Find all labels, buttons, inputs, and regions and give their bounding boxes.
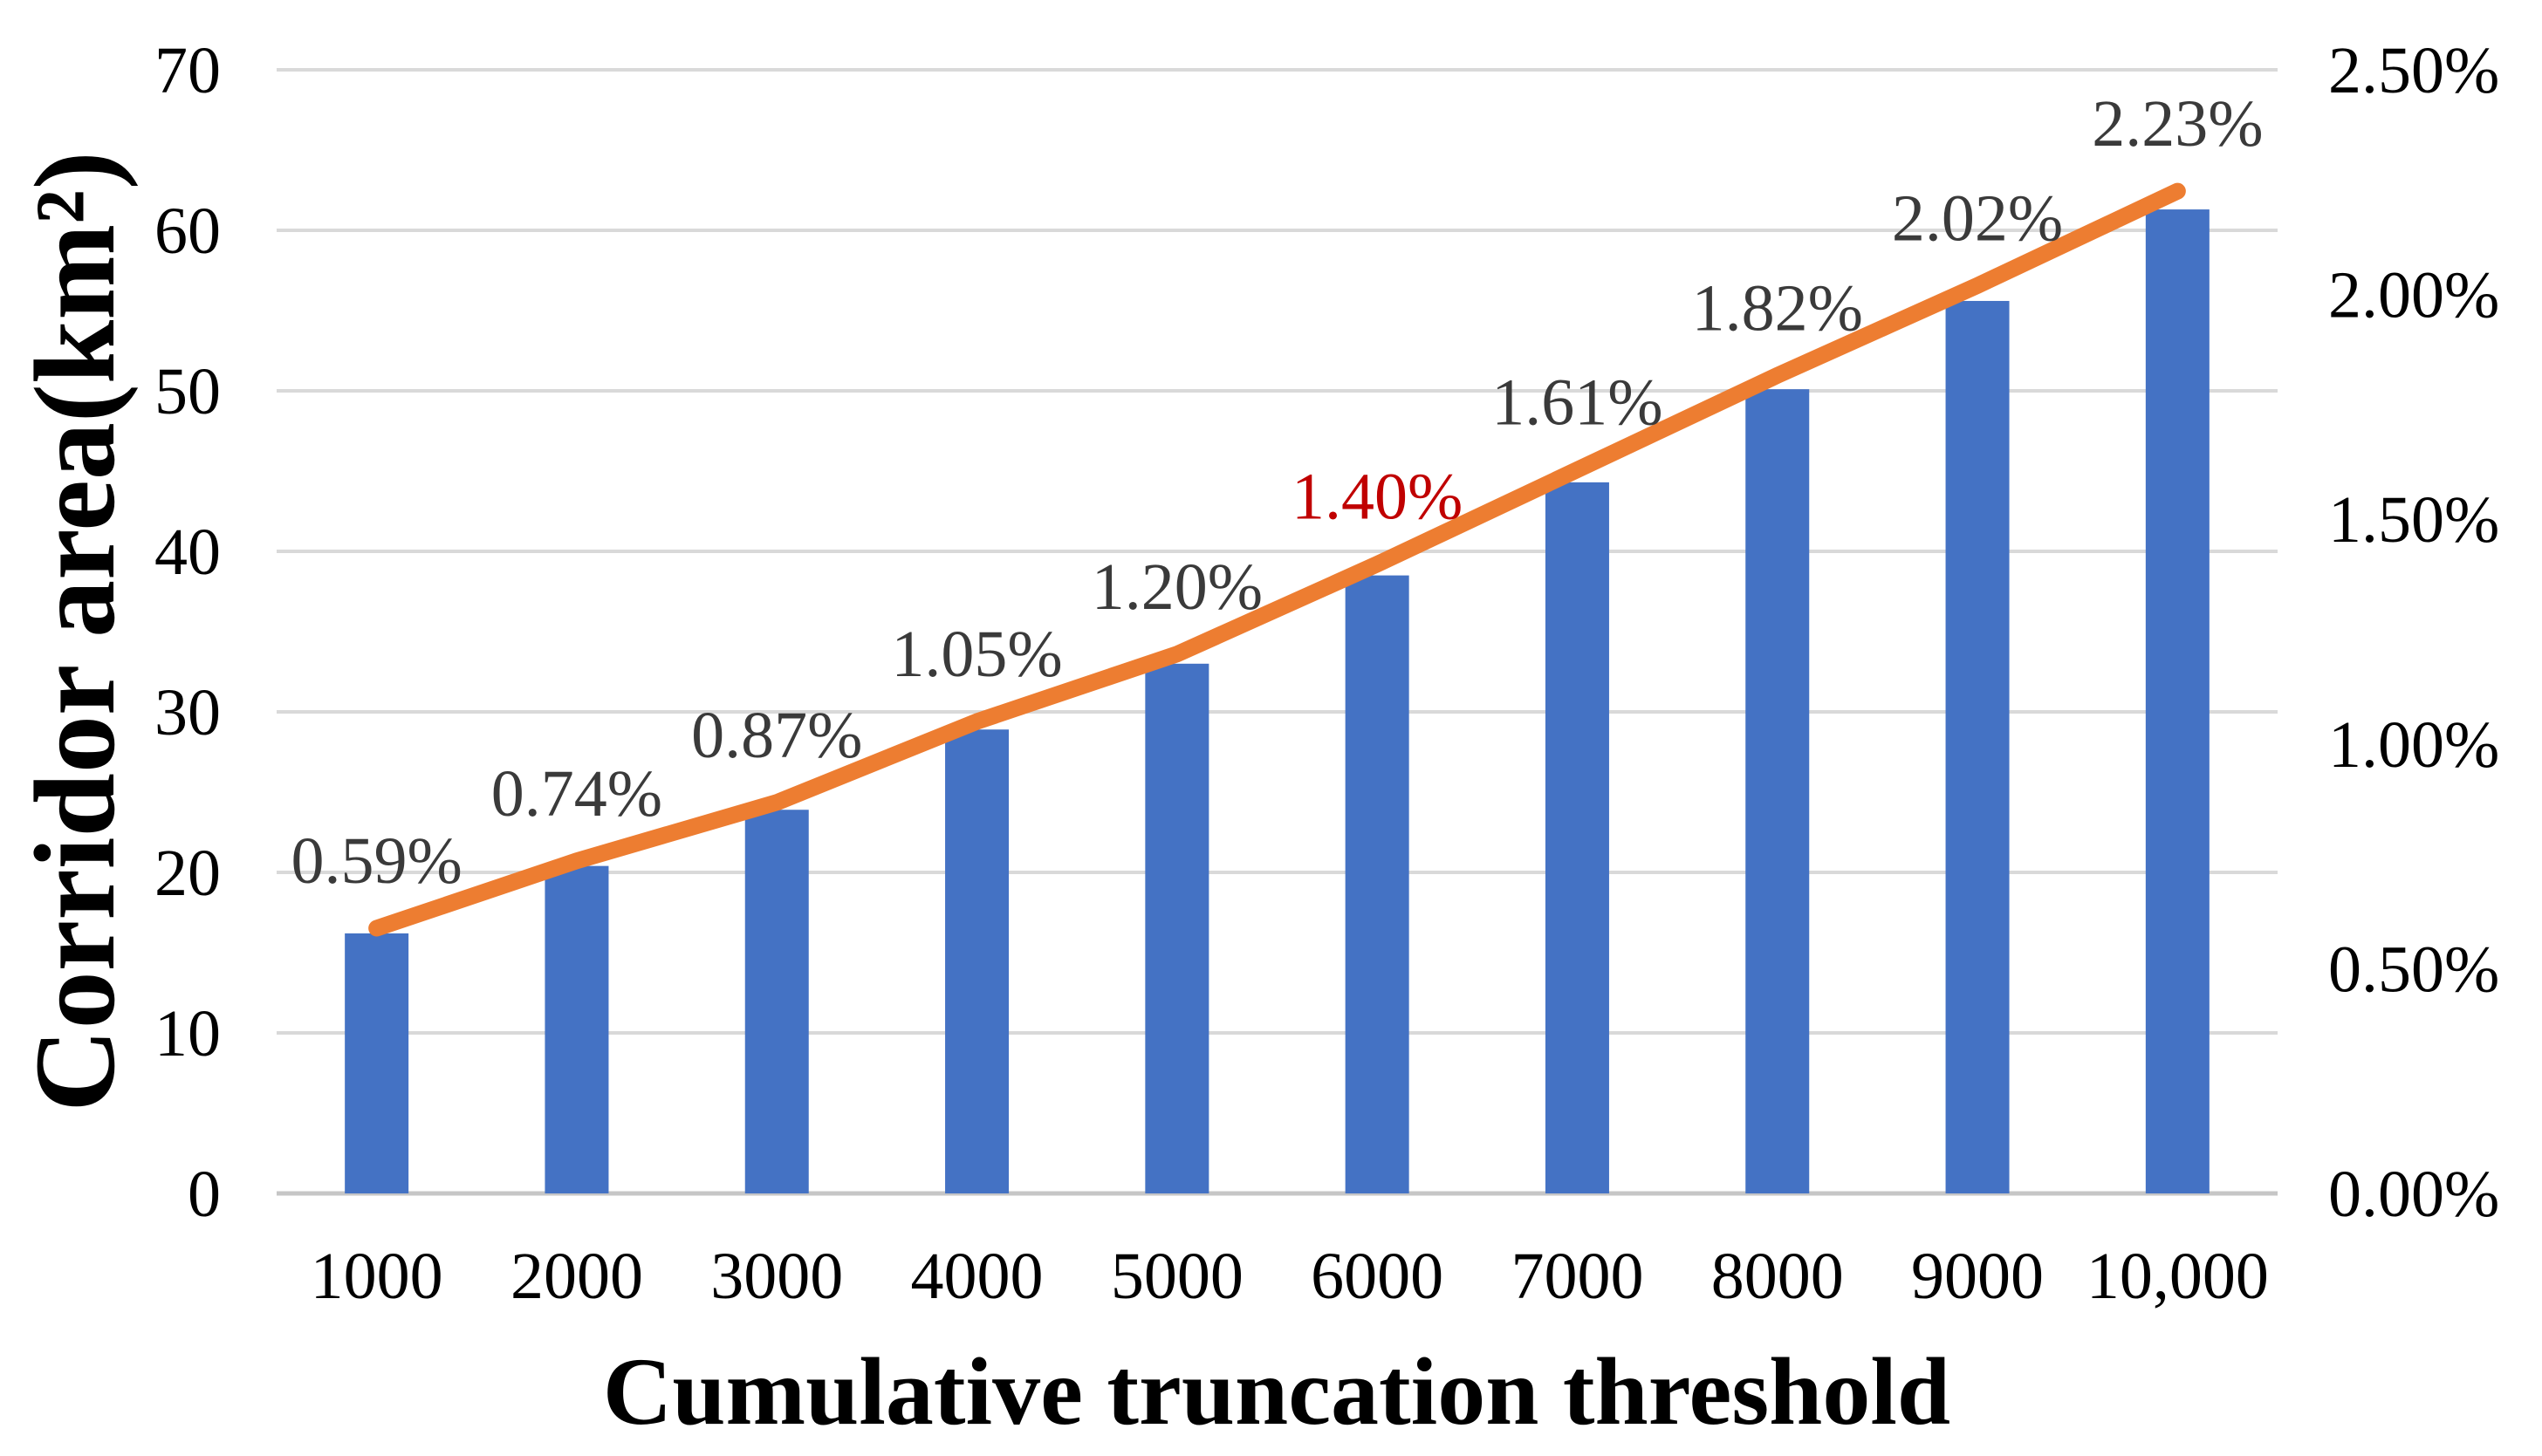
x-axis-tick-label: 6000	[1311, 1240, 1443, 1313]
data-label: 1.82%	[1692, 271, 1863, 345]
left-axis-tick-label: 60	[154, 195, 221, 268]
data-label: 2.23%	[2092, 87, 2263, 161]
bar	[1345, 575, 1409, 1193]
x-axis-tick-label: 7000	[1511, 1240, 1643, 1313]
x-axis-tick-label: 8000	[1711, 1240, 1844, 1313]
right-axis-tick-label: 2.50%	[2328, 34, 2499, 107]
bar	[1145, 663, 1209, 1193]
x-axis-tick-label: 1000	[311, 1240, 443, 1313]
bar	[1945, 300, 2010, 1194]
x-axis-tick-label: 4000	[911, 1240, 1044, 1313]
left-axis-tick-label: 50	[154, 355, 221, 428]
bar	[2145, 209, 2210, 1194]
right-axis-tick-label: 2.00%	[2328, 259, 2499, 332]
x-axis-tick-label: 3000	[710, 1240, 843, 1313]
right-axis-tick-label: 0.50%	[2328, 933, 2499, 1006]
gridlines	[277, 68, 2278, 1196]
x-axis-tick-label: 10,000	[2086, 1240, 2269, 1313]
bar	[1745, 389, 1810, 1193]
bar	[945, 729, 1010, 1193]
left-axis-tick-label: 40	[154, 516, 221, 589]
data-label: 1.61%	[1491, 366, 1662, 440]
bar	[345, 933, 409, 1193]
x-axis-tick-label: 9000	[1911, 1240, 2044, 1313]
x-axis-title: Cumulative truncation threshold	[603, 1338, 1950, 1445]
right-axis-tick-labels: 0.00% 0.50% 1.00% 1.50% 2.00% 2.50%	[2328, 34, 2499, 1231]
bar	[1545, 482, 1609, 1193]
left-axis-tick-label: 0	[188, 1158, 221, 1231]
data-label: 0.59%	[291, 824, 462, 898]
line-point-labels: 0.59% 0.74% 0.87% 1.05% 1.20% 1.40% 1.61% 1.82%…	[291, 87, 2263, 898]
bar	[545, 865, 609, 1193]
left-axis-tick-labels: 0 10 20 30 40 50 60 70	[154, 34, 221, 1231]
data-label: 1.05%	[891, 618, 1062, 691]
data-label: 0.74%	[491, 757, 662, 831]
right-axis-tick-label: 0.00%	[2328, 1158, 2499, 1231]
left-axis-tick-label: 30	[154, 676, 221, 749]
left-axis-tick-label: 10	[154, 997, 221, 1070]
data-label: 2.02%	[1892, 181, 2063, 255]
left-axis-tick-label: 70	[154, 34, 221, 107]
data-label: 0.87%	[691, 699, 862, 772]
x-axis-tick-label: 2000	[510, 1240, 643, 1313]
bar-series	[345, 209, 2210, 1194]
y-axis-title: Corridor area(km²)	[10, 151, 139, 1111]
data-label: 1.40%	[1292, 461, 1463, 534]
right-axis-tick-label: 1.50%	[2328, 483, 2499, 557]
x-axis-tick-labels: 1000 2000 3000 4000 5000 6000 7000 8000 9000 10,0…	[311, 1240, 2269, 1313]
x-axis-tick-label: 5000	[1111, 1240, 1244, 1313]
left-axis-tick-label: 20	[154, 837, 221, 910]
bar	[744, 810, 809, 1193]
line-series	[368, 182, 2186, 937]
right-axis-tick-label: 1.00%	[2328, 708, 2499, 782]
data-label: 1.20%	[1092, 550, 1263, 624]
